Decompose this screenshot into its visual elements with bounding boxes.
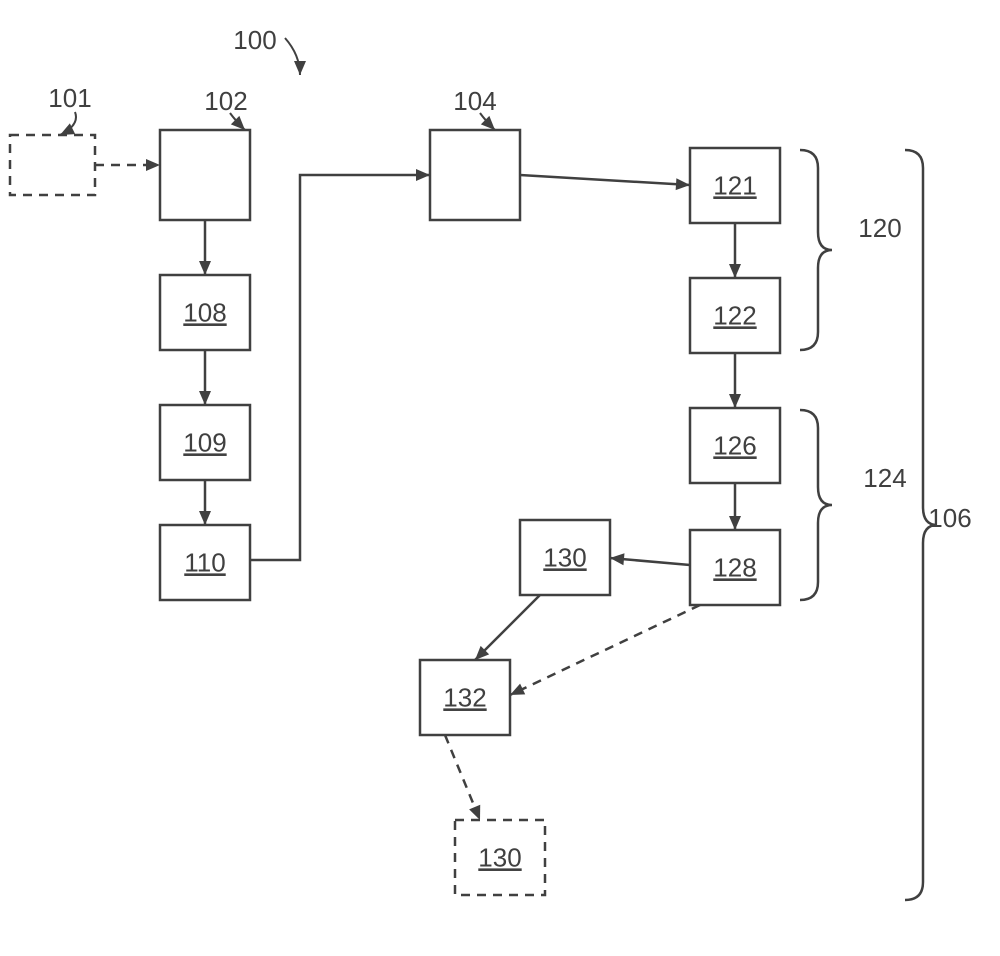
ref-r124: 124 <box>863 463 906 493</box>
node-label-n128: 128 <box>713 552 756 582</box>
node-n104 <box>430 130 520 220</box>
node-label-n126: 126 <box>713 430 756 460</box>
ref-r120: 120 <box>858 213 901 243</box>
node-label-n121: 121 <box>713 170 756 200</box>
node-label-n110: 110 <box>184 547 225 577</box>
ref-r104: 104 <box>453 86 496 116</box>
edge-4 <box>250 175 430 560</box>
node-label-n130: 130 <box>543 542 586 572</box>
ref-r106: 106 <box>928 503 971 533</box>
node-label-n132: 132 <box>443 682 486 712</box>
ref-r100: 100 <box>233 25 276 55</box>
node-label-n109: 109 <box>183 427 226 457</box>
brace-0 <box>800 150 832 350</box>
brace-1 <box>800 410 832 600</box>
diagram-canvas: 108 109 110 121 122 126 128 130 132 130 100 101 102 1… <box>0 0 1000 956</box>
edge-11 <box>510 605 700 695</box>
node-label-n122: 122 <box>713 300 756 330</box>
ref-r102: 102 <box>204 86 247 116</box>
ref-r101: 101 <box>48 83 91 113</box>
node-n102 <box>160 130 250 220</box>
node-label-n108: 108 <box>183 297 226 327</box>
node-label-n130b: 130 <box>478 842 521 872</box>
edge-5 <box>520 175 690 185</box>
node-n101 <box>10 135 95 195</box>
